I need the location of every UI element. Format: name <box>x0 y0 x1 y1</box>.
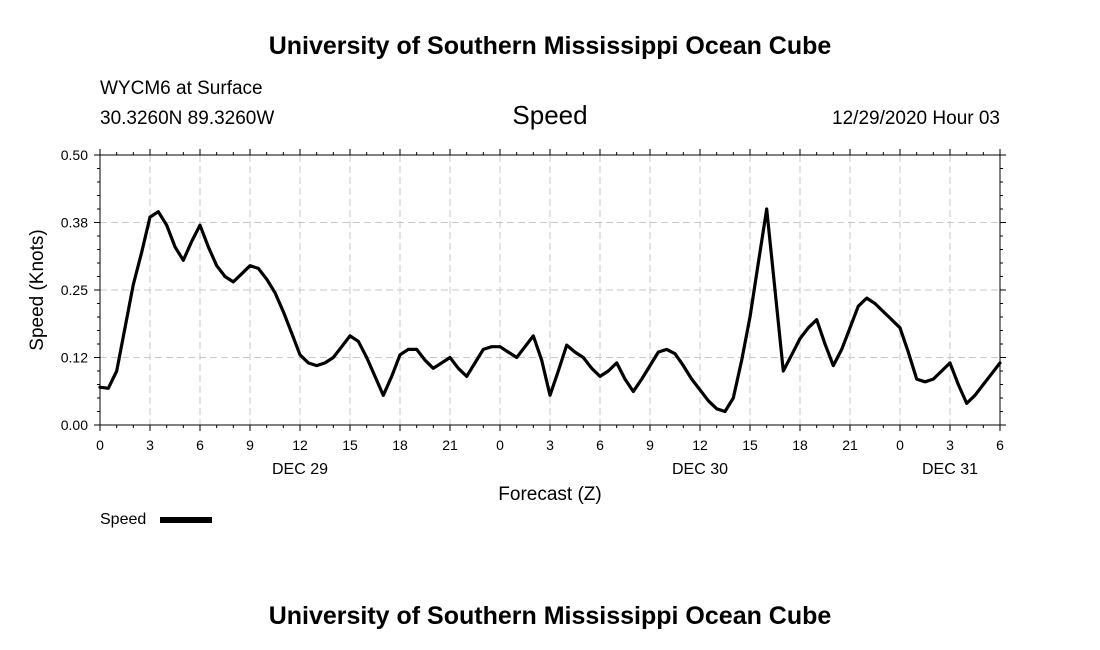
y-axis-label: Speed (Knots) <box>27 229 48 350</box>
x-day-label: DEC 30 <box>672 461 728 478</box>
x-tick-label: 15 <box>342 437 358 453</box>
plot-frame <box>99 154 1001 426</box>
page-title-top: University of Southern Mississippi Ocean… <box>269 32 832 60</box>
timestamp-label: 12/29/2020 Hour 03 <box>832 108 1000 129</box>
series-layer <box>98 207 1002 414</box>
x-tick-label: 0 <box>496 437 504 453</box>
x-tick-label: 15 <box>742 437 758 453</box>
legend-label: Speed <box>100 511 146 528</box>
station-label: WYCM6 at Surface <box>100 78 263 99</box>
y-tick-label: 0.25 <box>61 282 88 298</box>
x-tick-label: 12 <box>692 437 708 453</box>
x-day-label: DEC 29 <box>272 461 328 478</box>
page-title-bottom: University of Southern Mississippi Ocean… <box>269 602 832 630</box>
y-tick-label: 0.50 <box>61 147 88 163</box>
x-tick-label: 9 <box>246 437 254 453</box>
x-tick-label: 3 <box>946 437 954 453</box>
x-tick-label: 6 <box>596 437 604 453</box>
x-tick-label: 21 <box>442 437 458 453</box>
x-tick-label: 3 <box>146 437 154 453</box>
y-tick-label: 0.12 <box>61 350 88 366</box>
x-tick-label: 18 <box>392 437 408 453</box>
series-line-speed <box>98 207 1002 414</box>
x-tick-label: 21 <box>842 437 858 453</box>
x-tick-label: 3 <box>546 437 554 453</box>
axis-labels: 0 3 6 9 12 15 18 21 0 3 6 9 12 15 18 21 0 3 6 0.00 0.12 0.25 0… <box>61 147 1004 478</box>
x-tick-label: 12 <box>292 437 308 453</box>
x-axis-label: Forecast (Z) <box>498 484 601 505</box>
x-tick-label: 6 <box>996 437 1004 453</box>
x-tick-label: 9 <box>646 437 654 453</box>
grid <box>100 155 1000 425</box>
y-tick-label: 0.38 <box>61 215 88 231</box>
x-tick-label: 6 <box>196 437 204 453</box>
x-tick-label: 0 <box>96 437 104 453</box>
legend: Speed <box>100 511 212 528</box>
x-day-label: DEC 31 <box>922 461 978 478</box>
x-tick-label: 18 <box>792 437 808 453</box>
coordinates-label: 30.3260N 89.3260W <box>100 108 274 129</box>
x-tick-label: 0 <box>896 437 904 453</box>
y-tick-label: 0.00 <box>61 417 88 433</box>
chart-title: Speed <box>512 100 587 130</box>
